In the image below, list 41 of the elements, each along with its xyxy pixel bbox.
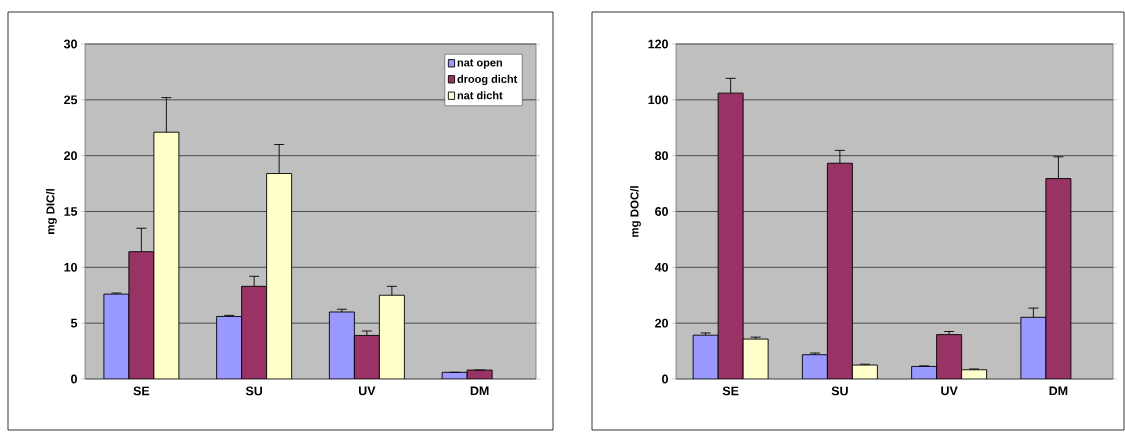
y-axis-title: mg DIC/l xyxy=(46,189,57,234)
bar xyxy=(328,311,355,379)
bar xyxy=(717,92,744,379)
x-tick-label: UV xyxy=(941,386,958,396)
x-tick-label: SU xyxy=(245,386,263,396)
y-tick-label: 100 xyxy=(648,95,668,105)
y-tick-label: 15 xyxy=(64,207,78,216)
bar xyxy=(936,334,963,379)
x-tick-label: UV xyxy=(358,386,376,396)
y-tick-label: 40 xyxy=(654,262,668,272)
y-tick-label: 20 xyxy=(655,318,668,328)
y-tick-label: 20 xyxy=(64,151,77,161)
x-tick-label: DM xyxy=(1049,386,1068,396)
legend-label: nat dicht xyxy=(457,91,503,100)
bar xyxy=(1045,178,1072,379)
bar xyxy=(241,285,268,379)
y-tick-label: 120 xyxy=(648,39,668,49)
bar xyxy=(153,131,180,379)
y-tick-label: 25 xyxy=(64,95,78,105)
y-tick-label: 0 xyxy=(662,374,668,384)
x-tick-label: SE xyxy=(722,386,739,396)
y-tick-label: 5 xyxy=(70,318,78,328)
bar xyxy=(378,294,405,379)
bar xyxy=(266,173,293,379)
x-tick-label: SU xyxy=(831,386,848,396)
y-axis-title: mg DOC/l xyxy=(630,186,641,237)
bar xyxy=(826,162,853,379)
y-tick-label: 30 xyxy=(63,39,77,49)
legend-label: droog dicht xyxy=(457,74,518,86)
bar xyxy=(103,293,130,379)
bar xyxy=(128,251,155,379)
y-tick-label: 10 xyxy=(64,262,77,272)
y-tick-label: 60 xyxy=(655,207,668,216)
y-tick-label: 80 xyxy=(655,151,668,161)
y-tick-label: 0 xyxy=(71,374,77,384)
x-tick-label: DM xyxy=(470,386,489,396)
legend-label: nat open xyxy=(457,59,502,69)
bar xyxy=(801,354,828,379)
bar xyxy=(353,335,380,379)
x-tick-label: SE xyxy=(133,386,150,396)
bar xyxy=(216,316,243,379)
